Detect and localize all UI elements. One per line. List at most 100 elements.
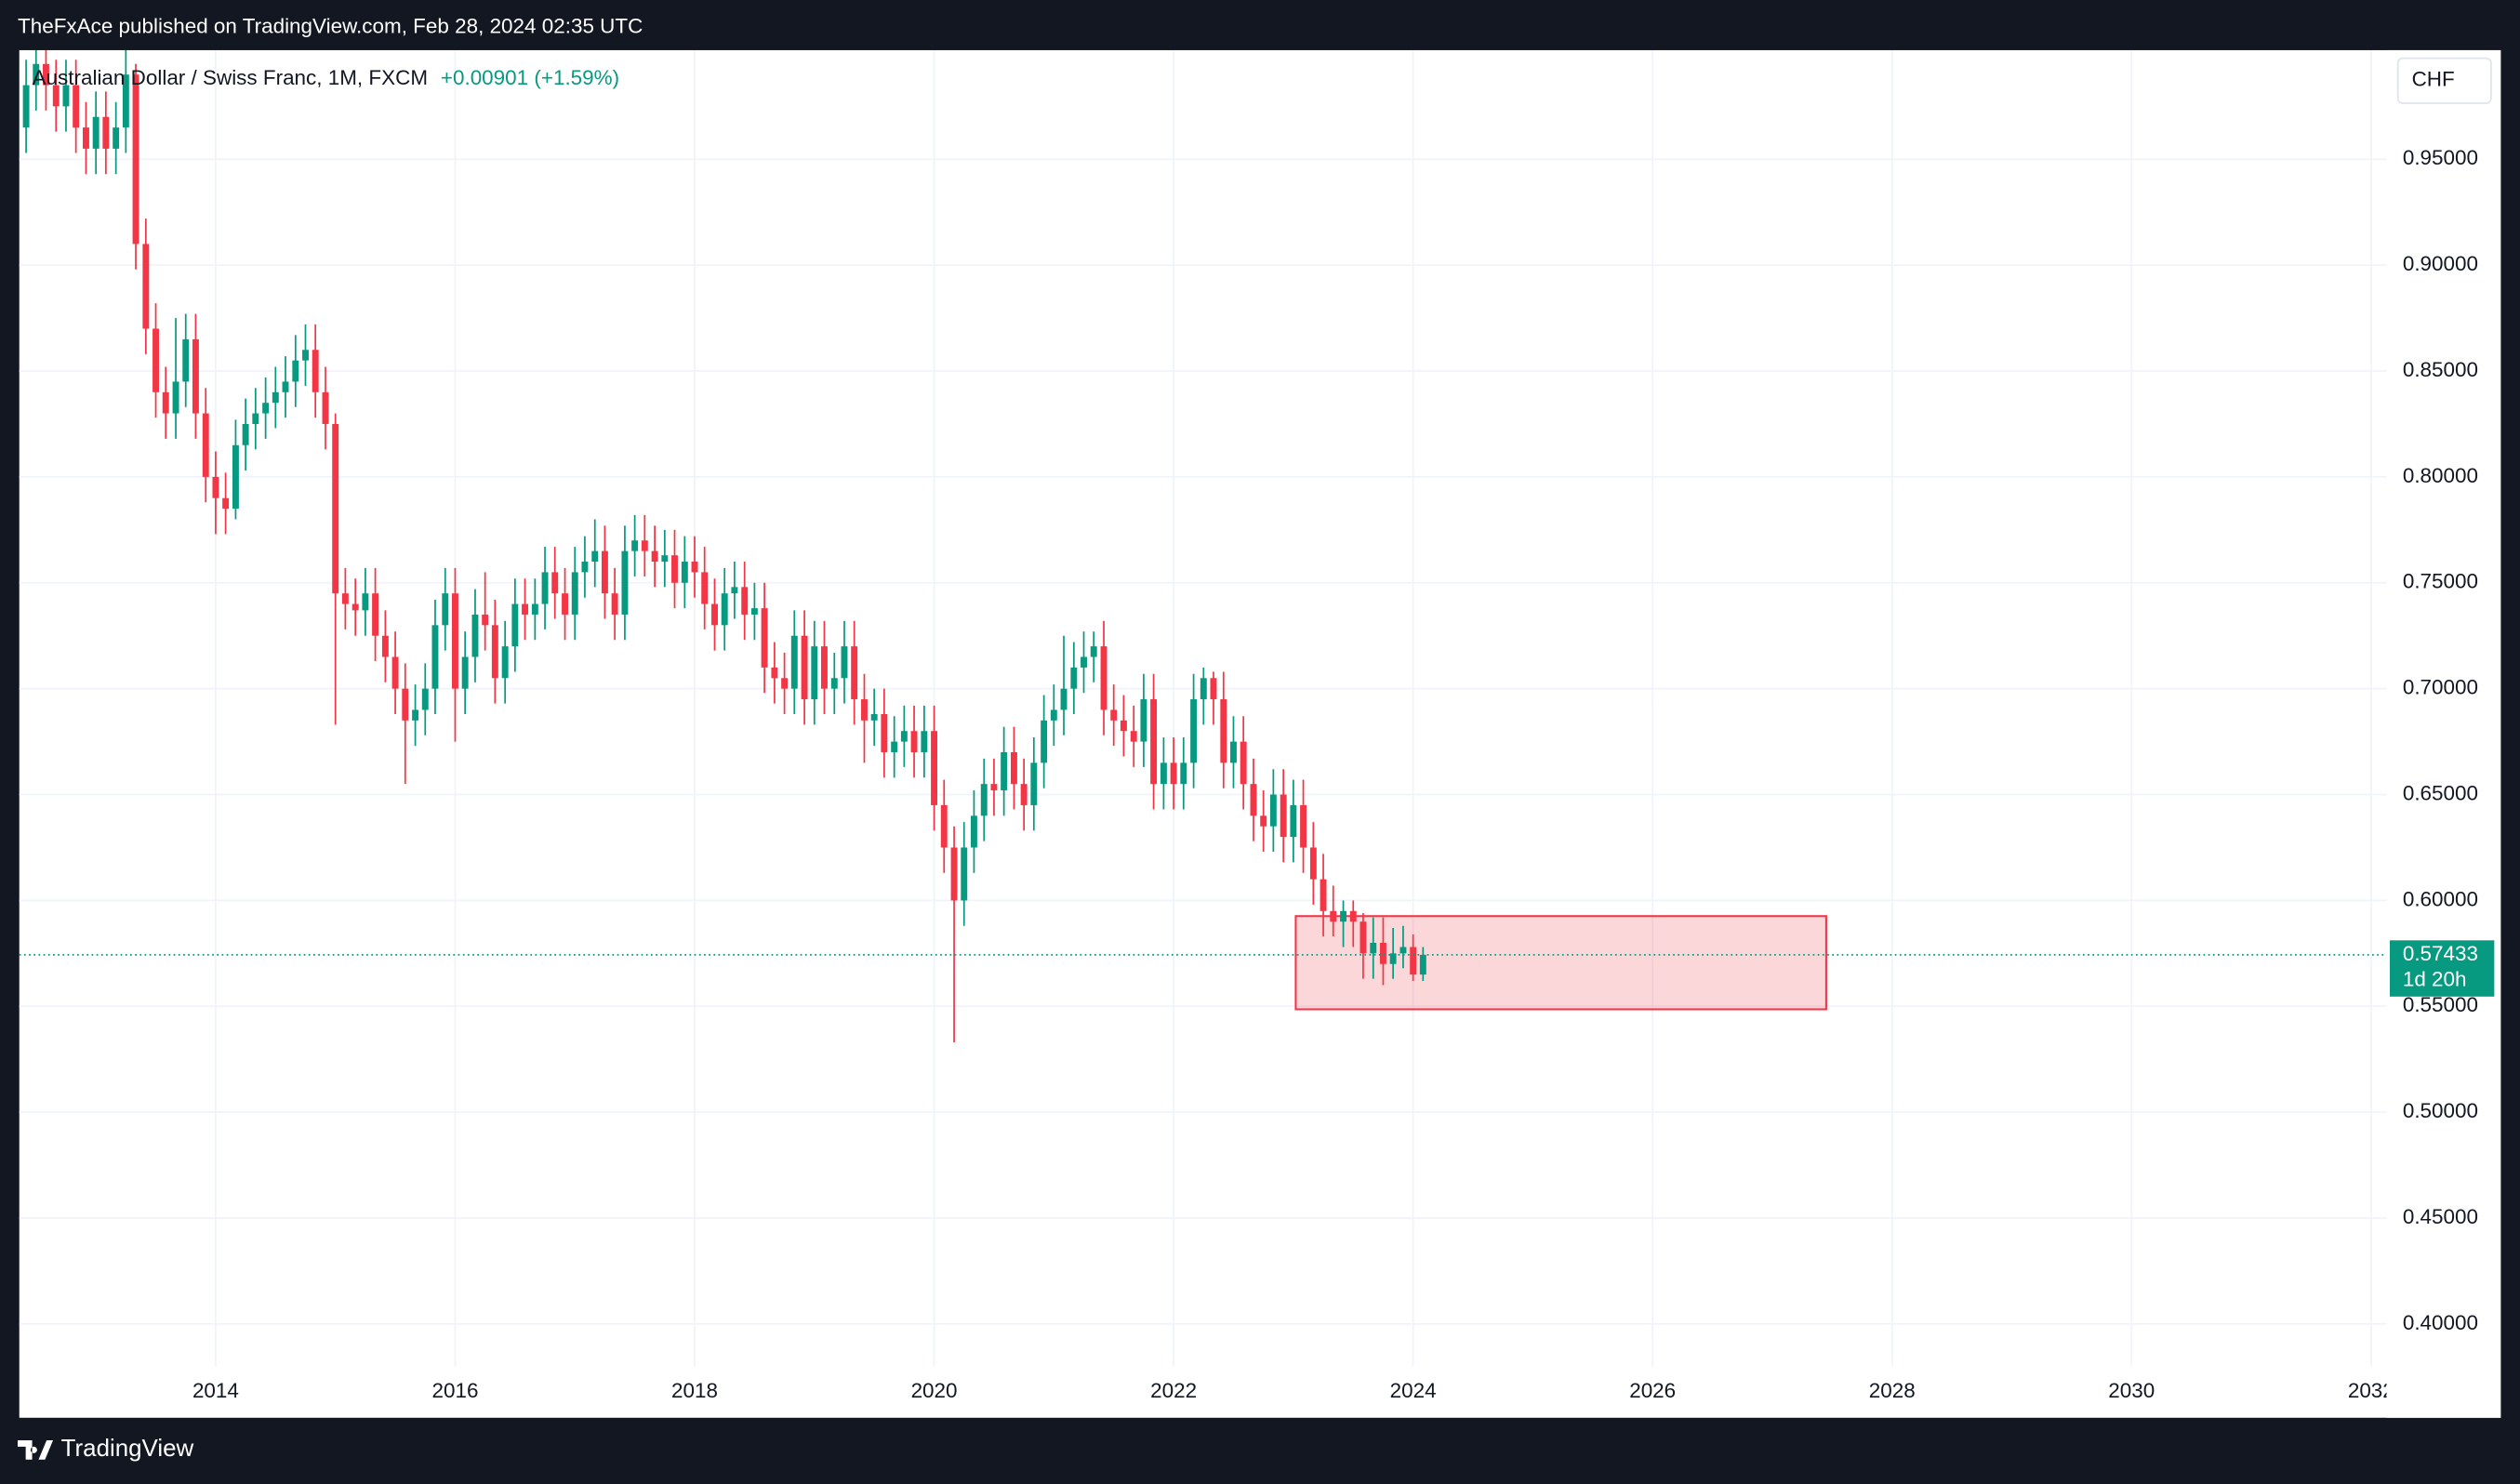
candle-body [641, 540, 648, 551]
candle-body [961, 847, 968, 901]
currency-box[interactable] [2396, 57, 2492, 104]
candle-body [801, 635, 808, 700]
candle-body [362, 593, 369, 611]
candle-body [830, 678, 838, 689]
candle-body [92, 116, 99, 149]
candle-body [212, 476, 219, 498]
candle-body [571, 572, 578, 615]
candle-body [661, 555, 669, 563]
x-tick-label: 2024 [1390, 1379, 1437, 1402]
y-tick-label: 0.85000 [2403, 358, 2478, 381]
candle-body [1050, 709, 1057, 721]
candle-body [621, 550, 629, 615]
x-tick-label: 2014 [192, 1379, 239, 1402]
y-tick-label: 0.45000 [2403, 1205, 2478, 1228]
symbol: Australian Dollar / Swiss Franc, 1M, FXC… [33, 66, 428, 89]
candle-body [921, 731, 928, 752]
candle-body [1020, 784, 1028, 805]
countdown: 1d 20h [2403, 967, 2467, 990]
chart-area [19, 49, 2501, 1418]
candle-body [162, 391, 169, 414]
candle-body [412, 709, 419, 721]
candle-body [1370, 942, 1377, 954]
candle-body [461, 656, 469, 689]
candle-body [102, 116, 110, 149]
candle-body [931, 731, 938, 805]
candle-body [113, 127, 120, 149]
candle-body [172, 381, 179, 414]
candle-body [861, 699, 868, 721]
candle-body [541, 572, 549, 604]
candle-body [1379, 942, 1386, 964]
candle-body [1220, 699, 1227, 763]
candle-body [232, 444, 239, 510]
x-tick-label: 2020 [911, 1379, 958, 1402]
candle-body [272, 391, 279, 404]
plot [19, 49, 2387, 1042]
x-tick-label: 2030 [2108, 1379, 2155, 1402]
candle-body [1001, 751, 1008, 790]
candle-body [242, 423, 249, 445]
y-tick-label: 0.95000 [2403, 146, 2478, 169]
candle-body [691, 562, 698, 573]
y-tick-label: 0.50000 [2403, 1099, 2478, 1122]
footer-logo [18, 1439, 54, 1460]
candle-body [52, 85, 60, 107]
candle-body [192, 338, 199, 414]
candle-body [631, 540, 639, 551]
candle-body [821, 646, 828, 689]
candle-body [312, 350, 319, 392]
candle-body [881, 713, 888, 752]
y-tick-label: 0.90000 [2403, 252, 2478, 275]
x-tick-label: 2028 [1869, 1379, 1916, 1402]
y-tick-label: 0.80000 [2403, 464, 2478, 487]
candle-body [671, 555, 678, 583]
x-axis: 2014 2016 2018 2020 2022 2024 2026 2028 2030 2032 [192, 1379, 2394, 1402]
candle-body [1160, 762, 1167, 785]
candle-body [1320, 879, 1327, 911]
candle-body [282, 381, 289, 392]
candle-body [402, 688, 409, 721]
candle-body [471, 614, 479, 657]
candle-body [1200, 678, 1207, 700]
candle-body [1269, 794, 1277, 827]
candle-body [292, 360, 299, 382]
change: +0.00901 (+1.59%) [441, 66, 619, 89]
candle-body [790, 635, 798, 689]
candle-body [651, 550, 658, 563]
candle-body [522, 603, 528, 615]
last-price-label: 0.57433 [2403, 942, 2478, 965]
candle-body [322, 391, 329, 424]
candle-body [811, 646, 818, 700]
candle-body [142, 244, 150, 329]
candle-body [562, 593, 569, 615]
candle-body [1100, 646, 1107, 710]
candle-body [302, 350, 309, 361]
candle-body [351, 603, 359, 611]
candle-body [741, 587, 749, 615]
candle-body [222, 497, 230, 510]
candle-body [1330, 910, 1337, 922]
last-price-box [2390, 940, 2495, 997]
candle-body [1250, 784, 1257, 816]
candle-body [781, 678, 789, 689]
candle-body [482, 614, 489, 626]
candle-body [341, 593, 349, 604]
candle-body [1210, 678, 1217, 700]
candle-body [910, 731, 918, 752]
candle-body [750, 608, 758, 615]
candle-body [601, 550, 608, 594]
candle-body [381, 635, 389, 657]
currency[interactable]: CHF [2412, 68, 2455, 91]
candle-body [1010, 751, 1017, 785]
candle-body [501, 646, 509, 679]
candle-body [132, 74, 139, 245]
candle-body [1410, 947, 1417, 975]
y-tick-label: 0.55000 [2403, 993, 2478, 1016]
candle-body [851, 646, 858, 700]
candle-body [431, 625, 439, 689]
candle-body [771, 667, 778, 679]
candle-body [1260, 815, 1267, 827]
candle-body [711, 603, 718, 626]
candle-body [1399, 947, 1407, 954]
